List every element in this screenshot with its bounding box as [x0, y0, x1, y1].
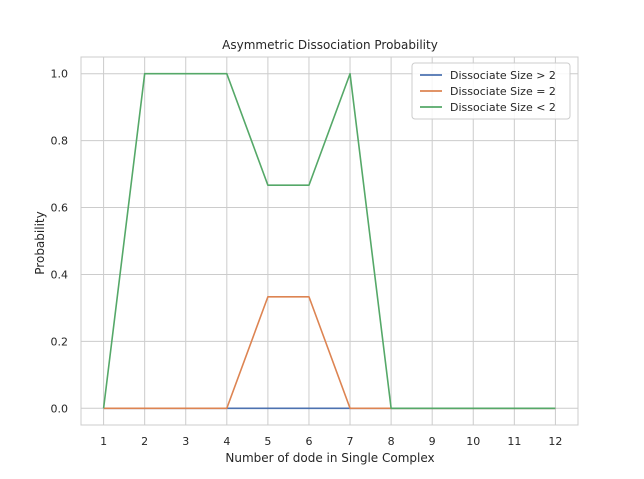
legend: Dissociate Size > 2 Dissociate Size = 2 Di…	[411, 62, 571, 120]
x-tick-label: 10	[466, 435, 480, 448]
legend-label: Dissociate Size > 2	[450, 69, 556, 82]
chart-title: Asymmetric Dissociation Probability	[222, 38, 438, 52]
x-tick-label: 7	[347, 435, 354, 448]
x-tick-label: 2	[141, 435, 148, 448]
y-axis-label: Probability	[33, 211, 47, 274]
x-tick-label: 5	[264, 435, 271, 448]
y-tick-label: 0.2	[51, 335, 69, 348]
x-tick-label: 4	[223, 435, 230, 448]
x-tick-label: 1	[100, 435, 107, 448]
y-tick-label: 0.0	[51, 402, 69, 415]
plot-frame	[80, 56, 579, 426]
x-axis-label: Number of dode in Single Complex	[225, 451, 434, 465]
x-tick-label: 12	[548, 435, 562, 448]
y-axis: 0.0 0.2 0.4 0.6 0.8 1.0	[51, 68, 69, 416]
legend-label: Dissociate Size < 2	[450, 101, 556, 114]
legend-box	[411, 62, 571, 120]
x-tick-label: 8	[388, 435, 395, 448]
y-tick-label: 0.6	[51, 202, 69, 215]
legend-label: Dissociate Size = 2	[450, 85, 556, 98]
x-tick-label: 11	[507, 435, 521, 448]
x-axis: 1 2 3 4 5 6 7 8 9 10 11 12	[100, 435, 562, 448]
y-tick-label: 1.0	[51, 68, 69, 81]
x-tick-label: 9	[429, 435, 436, 448]
series-group	[102, 72, 556, 410]
x-tick-label: 6	[305, 435, 312, 448]
y-tick-label: 0.4	[51, 268, 69, 281]
x-tick-label: 3	[182, 435, 189, 448]
series-line-2	[102, 72, 556, 410]
y-tick-label: 0.8	[51, 135, 69, 148]
